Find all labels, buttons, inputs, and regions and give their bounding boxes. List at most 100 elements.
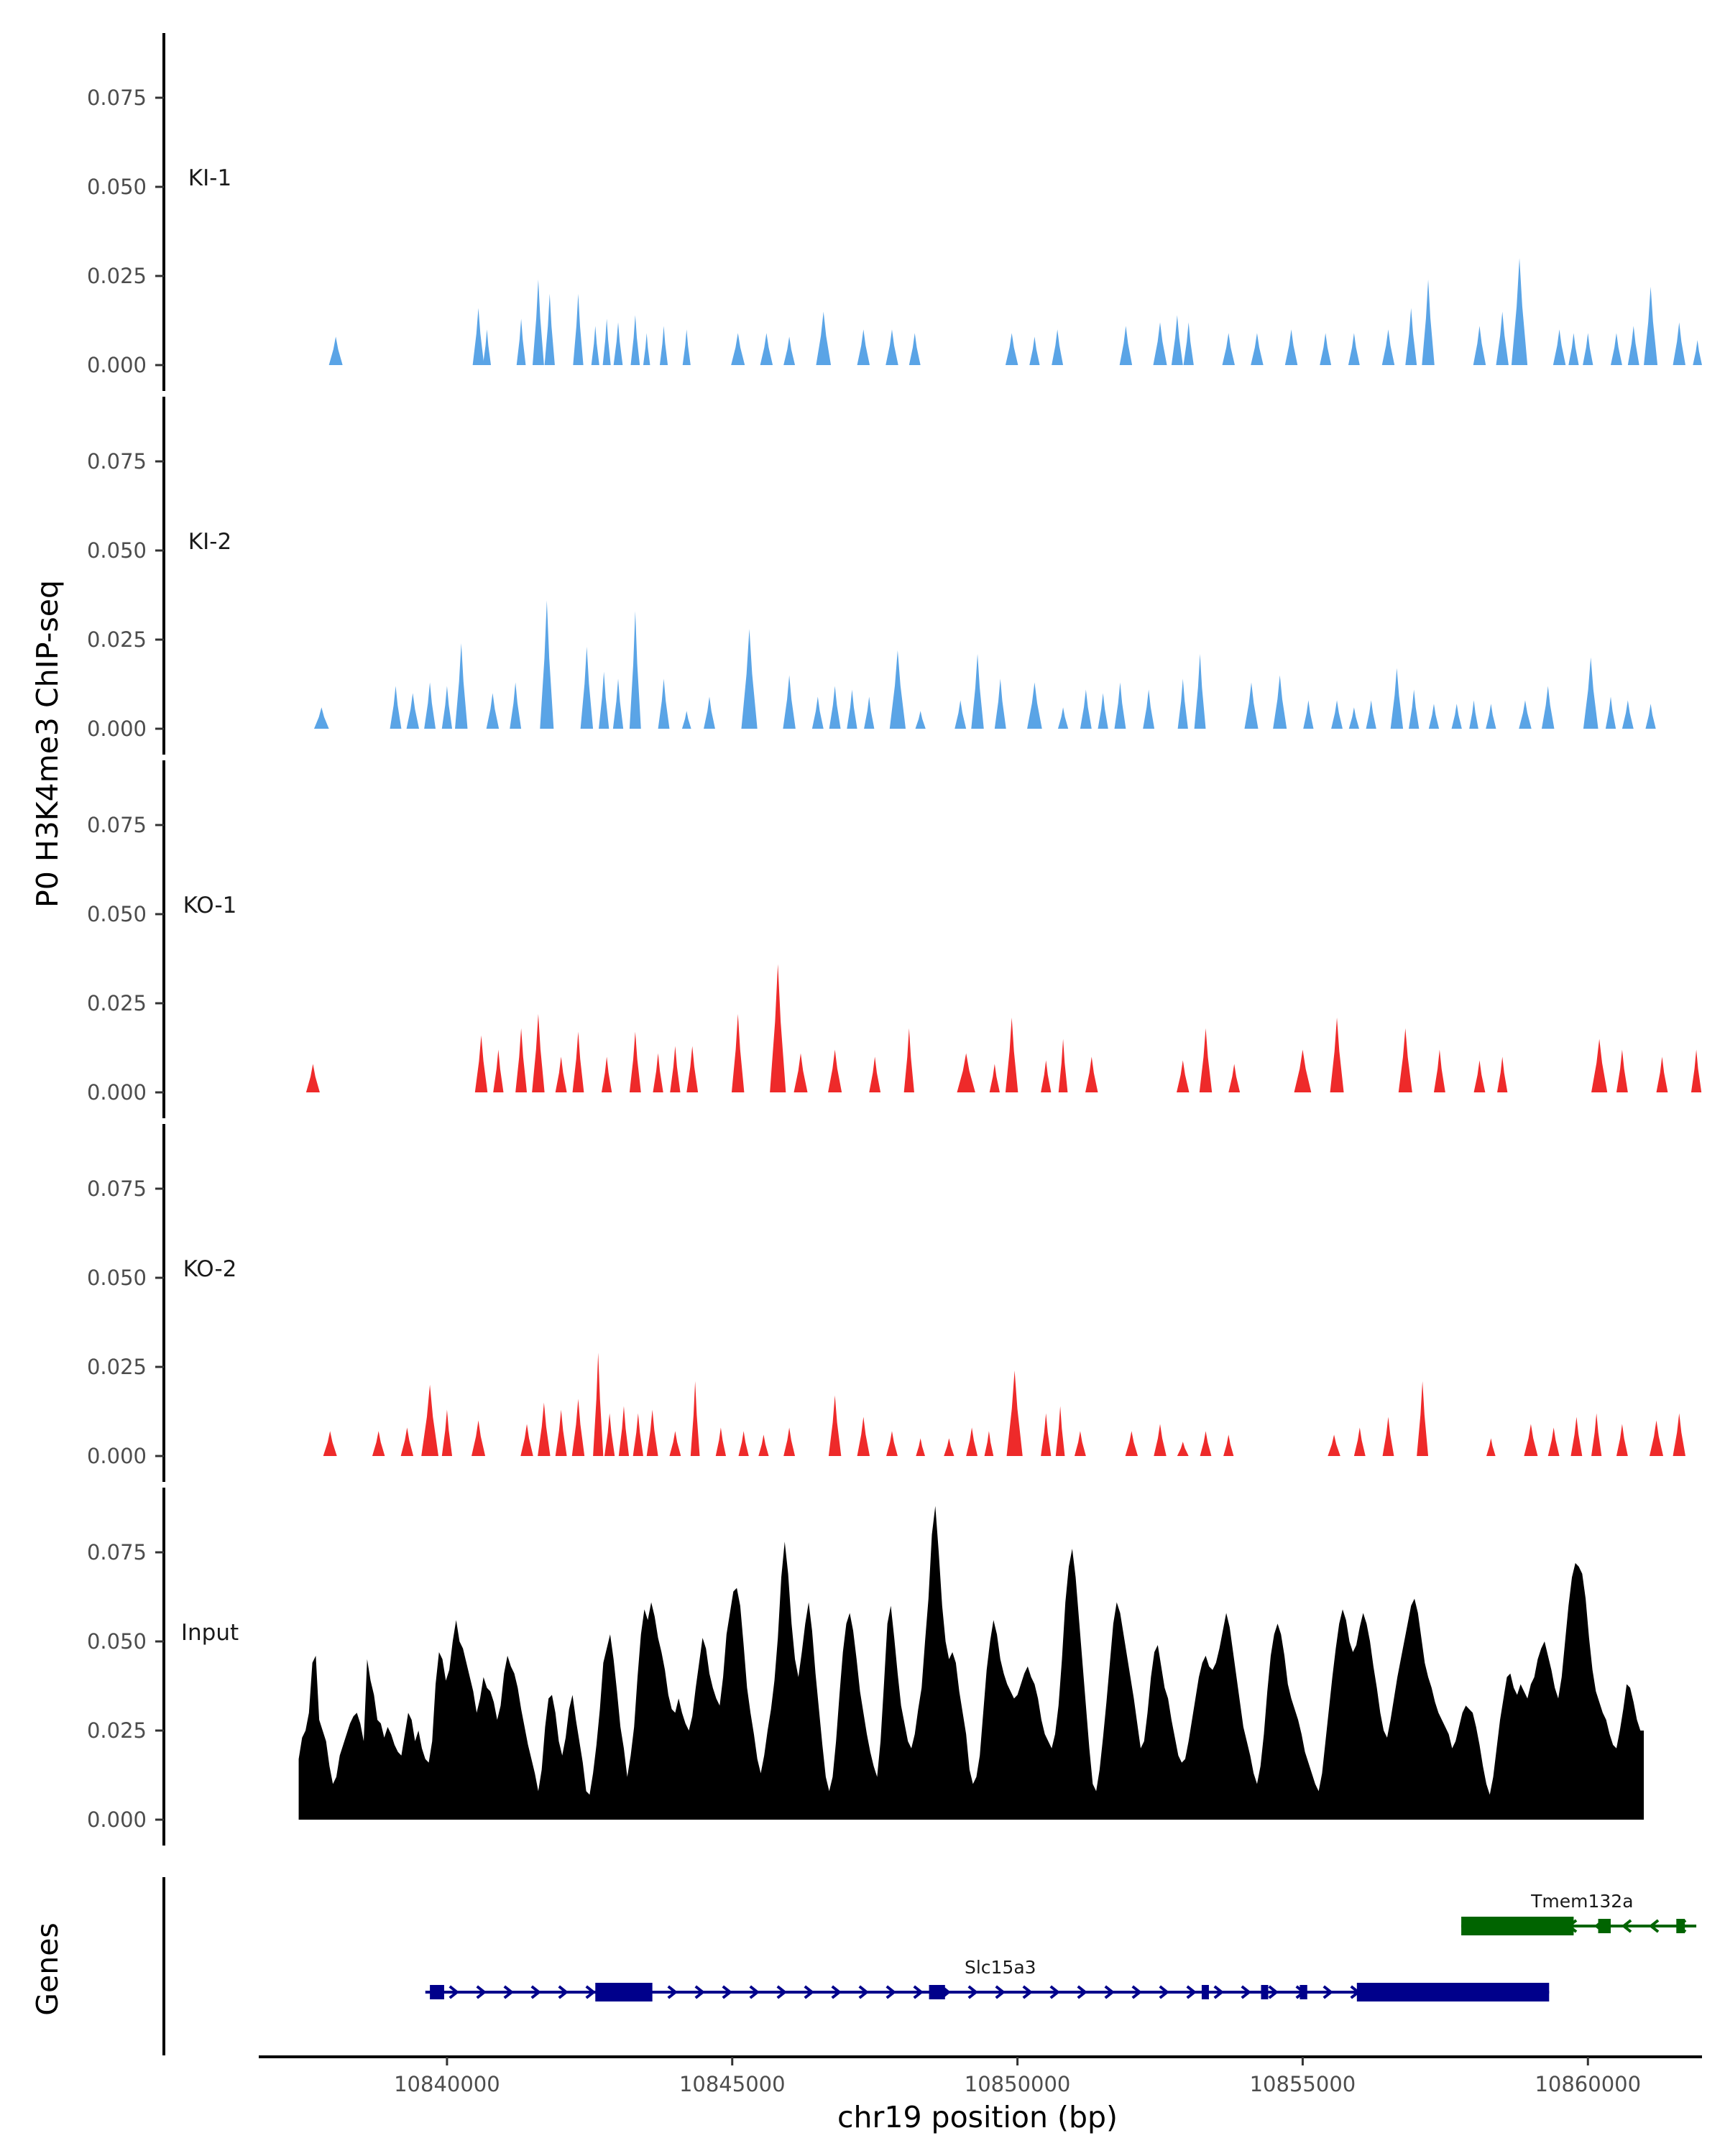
strand-arrow	[558, 1985, 569, 1999]
y-tick-label: 0.000	[87, 1807, 147, 1832]
strand-arrow	[886, 1985, 896, 1999]
coverage-peak	[1428, 704, 1440, 729]
track-label: KI-1	[188, 165, 231, 191]
coverage-peak	[580, 646, 594, 729]
coverage-peak	[1583, 333, 1593, 365]
coverage-peak	[1611, 333, 1622, 365]
gene-model-tmem132a: Tmem132a	[1461, 1891, 1697, 1935]
coverage-peak	[682, 329, 691, 365]
strand-arrow	[1022, 1985, 1033, 1999]
coverage-peak	[847, 689, 857, 729]
coverage-peak	[629, 1031, 641, 1092]
coverage-peak	[954, 700, 967, 729]
coverage-peak	[1591, 1038, 1608, 1092]
coverage-peak	[794, 1053, 808, 1092]
coverage-peak	[555, 1409, 567, 1456]
coverage-peak	[540, 600, 554, 729]
gene-exon	[1461, 1917, 1574, 1935]
track-panels: 0.0000.0250.0500.075KI-10.0000.0250.0500…	[87, 33, 1702, 1846]
coverage-peak	[455, 642, 468, 729]
coverage-peak	[591, 326, 599, 365]
coverage-peak	[770, 964, 786, 1092]
coverage-peak	[903, 1028, 914, 1092]
coverage-peak	[1605, 696, 1616, 729]
coverage-peak	[1125, 1431, 1138, 1456]
coverage-peak	[994, 678, 1006, 729]
gene-annotation-panel: Slc15a3 Tmem132a	[162, 1877, 1697, 2055]
y-tick-label: 0.000	[87, 717, 147, 741]
track-label: KO-1	[183, 893, 237, 918]
y-tick-label: 0.075	[87, 449, 147, 474]
coverage-peak	[1080, 689, 1092, 729]
strand-arrow	[1131, 1985, 1142, 1999]
coverage-peak	[1583, 657, 1598, 729]
coverage-peak	[1041, 1060, 1052, 1092]
strand-arrow	[1159, 1985, 1169, 1999]
coverage-peak	[659, 326, 668, 365]
coverage-peak	[886, 329, 898, 365]
strand-arrow	[448, 1985, 459, 1999]
strand-arrow	[776, 1985, 787, 1999]
coverage-peak	[1294, 1049, 1312, 1092]
coverage-peak	[1673, 1413, 1685, 1456]
coverage-peak	[1591, 1413, 1602, 1456]
strand-arrow	[1213, 1985, 1224, 1999]
coverage-peak	[555, 1056, 567, 1092]
gene-exon	[1676, 1919, 1685, 1933]
y-tick-label: 0.050	[87, 175, 147, 199]
coverage-peak	[1154, 1424, 1167, 1456]
x-tick-label: 10850000	[965, 2072, 1071, 2096]
coverage-peak	[1496, 311, 1509, 365]
strand-arrow	[967, 1985, 978, 1999]
coverage-peak	[915, 711, 926, 729]
strand-arrow	[722, 1985, 732, 1999]
coverage-peak	[630, 315, 640, 365]
coverage-peak	[886, 1431, 898, 1456]
coverage-peak	[1199, 1028, 1213, 1092]
coverage-peak	[1041, 1413, 1052, 1456]
coverage-peak	[783, 336, 796, 365]
coverage-peak	[731, 333, 745, 365]
coverage-peak	[1398, 1028, 1412, 1092]
strand-arrow	[694, 1985, 705, 1999]
coverage-peak	[966, 1427, 978, 1456]
track-label: KO-2	[183, 1256, 237, 1282]
coverage-peak	[612, 678, 624, 729]
coverage-peak	[1469, 700, 1478, 729]
track-label: KI-2	[188, 529, 231, 555]
coverage-peak	[520, 1424, 533, 1456]
coverage-peak	[1273, 675, 1287, 729]
strand-arrow	[1241, 1985, 1251, 1999]
coverage-peak	[1052, 329, 1064, 365]
coverage-peak	[1330, 1017, 1344, 1092]
strand-arrow	[1077, 1985, 1087, 1999]
coverage-peak	[1194, 653, 1206, 729]
coverage-peak	[1284, 329, 1298, 365]
coverage-peak	[532, 279, 544, 365]
coverage-peak	[889, 650, 906, 729]
coverage-peak	[646, 1409, 658, 1456]
coverage-peak	[1473, 1060, 1486, 1092]
coverage-peak	[857, 1416, 870, 1456]
coverage-peak	[1153, 322, 1167, 365]
genes-axis-title: Genes	[30, 1922, 65, 2016]
coverage-peak	[690, 1381, 700, 1456]
coverage-peak	[1673, 322, 1685, 365]
coverage-peak	[957, 1053, 975, 1092]
coverage-peak	[669, 1431, 681, 1456]
coverage-peak	[1690, 1049, 1702, 1092]
coverage-peak	[1177, 1060, 1190, 1092]
y-axis-title: P0 H3K4me3 ChIP-seq	[30, 580, 65, 908]
x-tick-label: 10855000	[1250, 2072, 1356, 2096]
coverage-peak	[1570, 1416, 1583, 1456]
coverage-peak	[602, 318, 611, 365]
y-tick-label: 0.050	[87, 538, 147, 563]
coverage-peak	[1649, 1420, 1664, 1456]
coverage-peak	[1409, 689, 1420, 729]
coverage-peak	[599, 671, 610, 729]
coverage-peak	[421, 1384, 439, 1456]
coverage-peak	[323, 1431, 337, 1456]
coverage-peak	[538, 1402, 551, 1456]
coverage-peak	[1222, 333, 1235, 365]
